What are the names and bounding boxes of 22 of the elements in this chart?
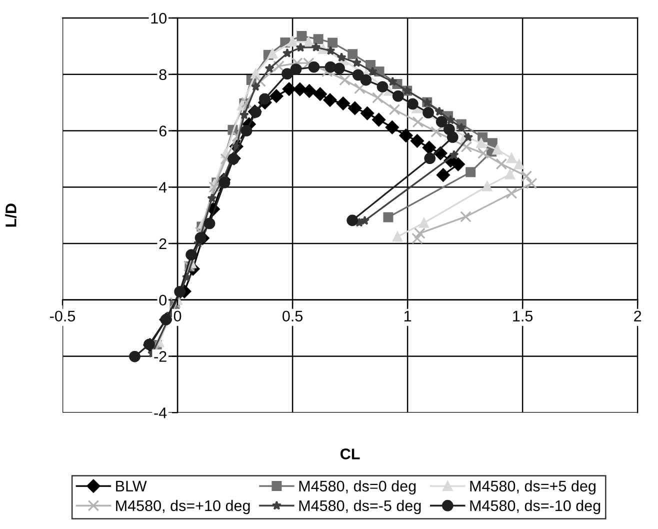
y-axis-title: L/D xyxy=(5,204,17,227)
x-tick-label: -0.5 xyxy=(50,310,76,322)
legend-label: M4580, ds=-5 deg xyxy=(299,500,421,514)
y-tick-label: 4 xyxy=(158,182,167,193)
y-tick-label: 0 xyxy=(159,294,167,306)
legend-label: BLW xyxy=(116,480,147,492)
y-tick-label: 8 xyxy=(159,69,166,80)
y-tick-label: 6 xyxy=(159,126,166,136)
legend-label: M4580, ds=0 deg xyxy=(299,480,416,495)
legend-label: M4580, ds=+5 deg xyxy=(470,480,596,495)
x-tick-label: 1 xyxy=(404,310,412,322)
x-tick-label: 2 xyxy=(634,310,642,322)
y-tick-label: 10 xyxy=(151,12,167,24)
legend-label: M4580, ds=+10 deg xyxy=(116,500,250,514)
x-tick-label: 0 xyxy=(174,310,182,322)
x-tick-label: 0.5 xyxy=(282,310,303,322)
y-tick-label: 2 xyxy=(159,238,166,250)
y-tick-label: -2 xyxy=(154,351,166,362)
legend-label: M4580, ds=-10 deg xyxy=(470,500,600,514)
x-tick-label: 1.5 xyxy=(513,310,533,322)
y-tick-label: -4 xyxy=(154,408,167,418)
x-axis-title: CL xyxy=(340,448,360,460)
